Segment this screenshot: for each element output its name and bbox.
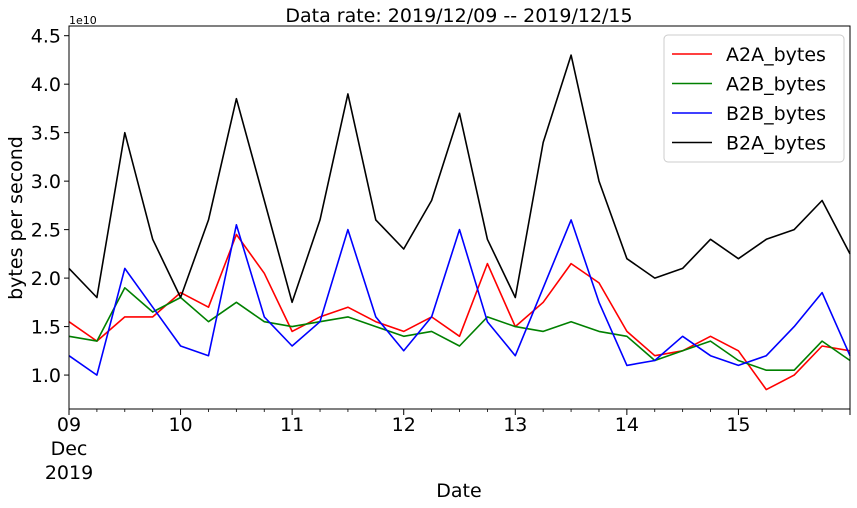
- y-tick-label: 3.0: [31, 171, 61, 193]
- series-line-b2b-bytes: [68, 219, 851, 376]
- y-axis-multiplier: 1e10: [69, 14, 97, 27]
- series-line-a2b-bytes: [68, 286, 851, 372]
- series-layer: [68, 54, 851, 391]
- y-tick-label: 1.5: [31, 317, 61, 339]
- x-tick-label: 2019: [45, 462, 93, 484]
- y-tick-label: 4.5: [31, 26, 61, 48]
- y-tick-label: 2.0: [31, 268, 61, 290]
- chart-title: Data rate: 2019/12/09 -- 2019/12/15: [285, 5, 632, 27]
- y-tick-label: 1.0: [31, 365, 61, 387]
- series-line-b2a-bytes: [68, 54, 851, 304]
- x-tick-label: 10: [168, 414, 192, 436]
- legend-box: [663, 34, 845, 163]
- x-tick-label: 11: [280, 414, 304, 436]
- x-tick-label: 14: [615, 414, 639, 436]
- y-tick-label: 2.5: [31, 220, 61, 242]
- x-tick-label: 13: [503, 414, 527, 436]
- x-tick-label: 12: [392, 414, 416, 436]
- legend-label: B2B_bytes: [726, 103, 826, 125]
- legend: A2A_bytes A2B_bytes B2B_bytes B2A_bytes: [663, 34, 845, 163]
- x-tick-label: 15: [726, 414, 750, 436]
- legend-label: A2B_bytes: [726, 74, 826, 96]
- legend-label: A2A_bytes: [726, 44, 826, 66]
- y-tick-label: 3.5: [31, 123, 61, 145]
- x-tick-label: 09: [57, 414, 81, 436]
- x-axis-label: Date: [436, 480, 481, 502]
- series-line-a2a-bytes: [68, 233, 851, 391]
- x-tick-label: Dec: [51, 438, 88, 460]
- y-axis-label: bytes per second: [5, 136, 27, 300]
- legend-label: B2A_bytes: [726, 133, 826, 155]
- y-tick-label: 4.0: [31, 74, 61, 96]
